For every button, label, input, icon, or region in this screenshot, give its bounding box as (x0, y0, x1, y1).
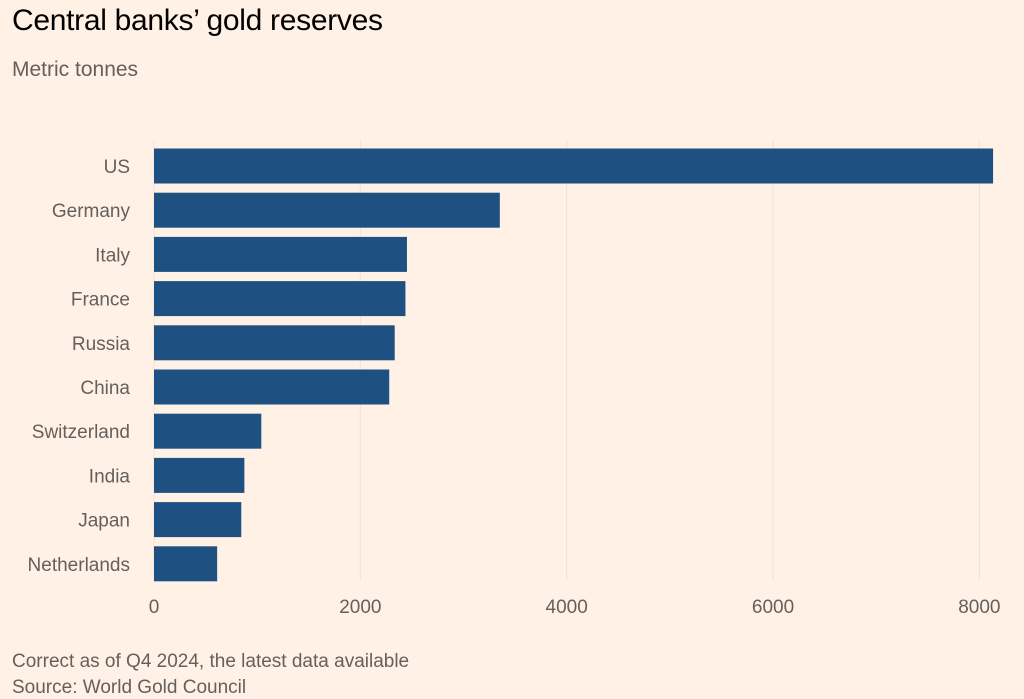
bar-france (154, 281, 406, 317)
bar-japan (154, 502, 242, 538)
bars (154, 148, 994, 582)
category-label: Italy (95, 245, 130, 266)
category-label: China (80, 378, 130, 399)
footnote: Correct as of Q4 2024, the latest data a… (12, 651, 410, 672)
bar-netherlands (154, 546, 218, 582)
x-tick-label: 2000 (339, 597, 381, 618)
category-label: France (71, 290, 130, 311)
bar-china (154, 369, 390, 405)
bar-italy (154, 236, 407, 272)
chart-title: Central banks’ gold reserves (12, 4, 383, 37)
category-label: Netherlands (28, 555, 130, 576)
source-note: Source: World Gold Council (12, 677, 247, 698)
chart-subtitle: Metric tonnes (12, 58, 139, 81)
category-label: Japan (78, 511, 130, 532)
bar-russia (154, 325, 395, 361)
category-labels: US Germany Italy France Russia China Switzerla… (28, 157, 131, 576)
x-axis-ticks: 0 2000 4000 6000 8000 (149, 597, 1001, 618)
x-tick-label: 4000 (546, 597, 588, 618)
category-label: Russia (72, 334, 131, 355)
category-label: US (104, 157, 130, 178)
bar-us (154, 148, 994, 184)
bar-india (154, 457, 245, 493)
bar-germany (154, 192, 500, 228)
x-tick-label: 0 (149, 597, 160, 618)
category-label: Germany (52, 201, 131, 222)
category-label: Switzerland (32, 422, 130, 443)
x-tick-label: 8000 (958, 597, 1000, 618)
bar-chart: US Germany Italy France Russia China Switzerla… (28, 140, 1001, 618)
category-label: India (89, 466, 131, 487)
bar-switzerland (154, 413, 262, 449)
x-tick-label: 6000 (752, 597, 794, 618)
